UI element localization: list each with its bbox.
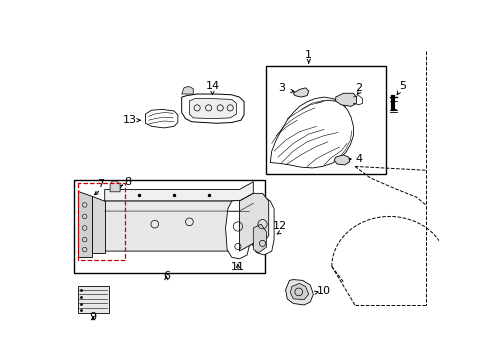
Polygon shape [91,195,104,253]
Text: 9: 9 [89,312,97,322]
Polygon shape [78,286,108,313]
Polygon shape [145,109,178,128]
Polygon shape [285,280,313,305]
Polygon shape [253,224,266,253]
Text: 12: 12 [272,221,286,231]
Text: 13: 13 [123,115,137,125]
Polygon shape [182,86,193,94]
Polygon shape [104,193,253,251]
Polygon shape [250,195,274,255]
Polygon shape [225,200,249,259]
Polygon shape [270,97,353,168]
Polygon shape [333,155,349,165]
Polygon shape [110,181,120,192]
Text: 4: 4 [354,154,362,164]
Bar [266,66,385,174]
Text: 6: 6 [163,271,169,281]
Bar [74,180,264,273]
Text: 1: 1 [305,50,312,60]
Text: 10: 10 [317,286,330,296]
Polygon shape [189,99,236,119]
Text: 2: 2 [354,83,362,93]
Text: 5: 5 [398,81,406,91]
Polygon shape [78,191,91,257]
Polygon shape [335,93,356,106]
Text: 8: 8 [124,177,131,187]
Polygon shape [290,283,308,300]
Text: 3: 3 [278,83,285,93]
Polygon shape [239,193,268,251]
Polygon shape [182,94,244,123]
Polygon shape [293,88,308,97]
Polygon shape [104,182,253,201]
Text: 14: 14 [205,81,219,91]
Text: 7: 7 [97,179,104,189]
Text: 11: 11 [230,261,244,271]
